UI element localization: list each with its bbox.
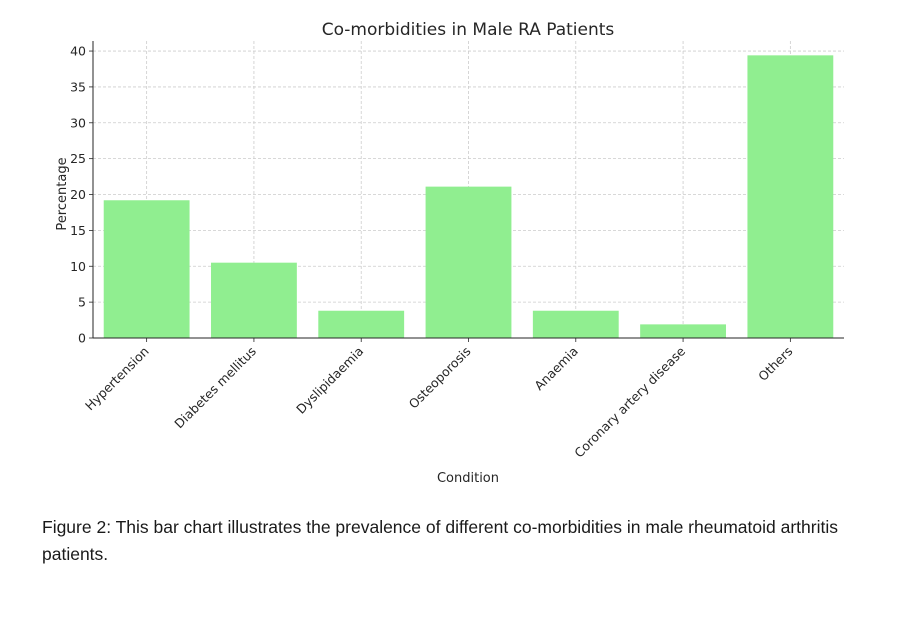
y-axis-label: Percentage [55,157,70,230]
x-tick-label: Hypertension [82,344,152,414]
x-tick-label: Dyslipidaemia [293,344,366,417]
y-tick-label: 20 [70,187,86,202]
figure-caption: Figure 2: This bar chart illustrates the… [42,517,838,564]
chart-title: Co-morbidities in Male RA Patients [322,20,615,40]
y-tick-label: 40 [70,44,86,59]
bar-4 [532,310,619,338]
x-axis-ticks: Hypertension Diabetes mellitus Dyslipidaem… [82,338,795,460]
bar-0 [103,200,190,338]
y-axis-ticks: 0 5 10 15 20 25 30 35 40 [70,44,93,346]
y-tick-label: 35 [70,79,86,94]
y-tick-label: 10 [70,259,86,274]
bar-chart: Co-morbidities in Male RA Patients 0 5 10 1… [55,20,844,486]
x-tick-label: Others [755,344,795,384]
bar-6 [747,55,834,338]
y-tick-label: 30 [70,115,86,130]
y-tick-label: 15 [70,223,86,238]
y-tick-label: 5 [78,295,86,310]
bar-1 [211,262,297,338]
bar-3 [425,186,512,338]
bar-2 [318,310,405,338]
x-axis-label: Condition [437,471,499,486]
y-tick-label: 25 [70,151,86,166]
x-tick-label: Anaemia [531,344,581,394]
y-tick-label: 0 [78,331,86,346]
x-tick-label: Coronary artery disease [571,343,688,460]
x-tick-label: Osteoporosis [406,344,474,412]
bar-5 [640,324,726,338]
x-tick-label: Diabetes mellitus [171,344,259,432]
bars [103,55,834,338]
